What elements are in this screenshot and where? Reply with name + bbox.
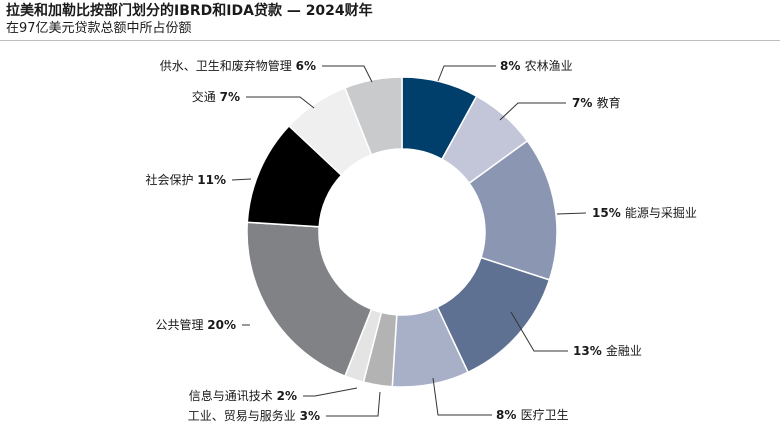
- slice-label-7: 公共管理 20%: [155, 317, 236, 332]
- slice-label-1: 7% 教育: [572, 95, 621, 110]
- slice-value-6: 2%: [277, 389, 297, 403]
- slice-name-7: 公共管理: [155, 317, 207, 332]
- slice-value-4: 8%: [496, 408, 521, 422]
- leader-line-6: [303, 387, 358, 397]
- leader-line-5: [326, 391, 381, 417]
- leader-line-2: [556, 212, 587, 215]
- slice-value-10: 6%: [296, 59, 316, 73]
- slice-label-9: 交通 7%: [192, 89, 240, 104]
- slice-name-3: 金融业: [606, 343, 642, 358]
- slice-name-6: 信息与通讯技术: [189, 388, 277, 403]
- chart-subtitle: 在97亿美元贷款总额中所占份额: [6, 21, 192, 36]
- leader-line-3: [510, 311, 568, 352]
- slice-value-1: 7%: [572, 96, 597, 110]
- slice-label-5: 工业、贸易与服务业 3%: [188, 408, 320, 423]
- slice-value-3: 13%: [573, 344, 606, 358]
- slice-label-0: 8% 农林渔业: [500, 59, 573, 73]
- leader-line-4: [432, 377, 492, 416]
- slices-group: [246, 76, 558, 388]
- leader-line-8: [231, 178, 252, 181]
- slice-10: [343, 76, 403, 156]
- slice-value-8: 11%: [197, 173, 226, 187]
- slice-name-0: 农林渔业: [525, 59, 573, 73]
- chart-header: 拉美和加勒比按部门划分的IBRD和IDA贷款 — 2024财年 在97亿美元贷款…: [6, 2, 776, 38]
- slice-name-10: 供水、卫生和废弃物管理: [160, 58, 296, 73]
- slice-label-8: 社会保护 11%: [145, 172, 226, 187]
- slice-name-4: 医疗卫生: [521, 408, 569, 422]
- slice-name-9: 交通: [192, 89, 220, 104]
- chart-title: 拉美和加勒比按部门划分的IBRD和IDA贷款 — 2024财年: [6, 3, 373, 19]
- leader-line-10: [322, 65, 373, 83]
- slice-value-7: 20%: [207, 318, 236, 332]
- slice-value-2: 15%: [592, 206, 625, 220]
- slice-name-1: 教育: [597, 95, 621, 110]
- labels-group: 8% 农林渔业 7% 教育 15% 能源与采掘业 13% 金融业 8% 医疗卫生 工业、贸…: [145, 58, 696, 423]
- slice-label-2: 15% 能源与采掘业: [592, 205, 697, 220]
- slice-name-2: 能源与采掘业: [625, 205, 697, 220]
- slice-name-5: 工业、贸易与服务业: [188, 408, 300, 423]
- slice-value-9: 7%: [220, 90, 240, 104]
- slice-name-8: 社会保护: [145, 172, 197, 187]
- slice-value-5: 3%: [300, 409, 320, 423]
- slice-7: [246, 221, 373, 378]
- header-divider: [0, 40, 780, 41]
- leader-line-9: [246, 96, 315, 109]
- slice-value-0: 8%: [500, 59, 525, 73]
- leader-line-1: [499, 102, 566, 121]
- slice-label-10: 供水、卫生和废弃物管理 6%: [160, 58, 316, 73]
- slice-label-4: 8% 医疗卫生: [496, 408, 569, 422]
- slice-label-3: 13% 金融业: [573, 343, 642, 358]
- slice-label-6: 信息与通讯技术 2%: [189, 388, 297, 403]
- leader-line-0: [437, 65, 496, 82]
